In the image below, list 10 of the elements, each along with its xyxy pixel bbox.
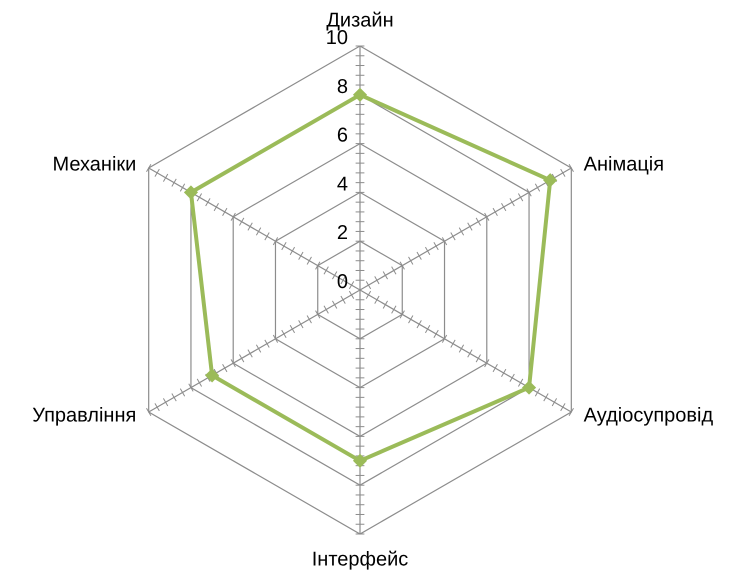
spoke-label: Аудіосупровід bbox=[584, 404, 714, 427]
spoke-label: Механіки bbox=[52, 153, 136, 176]
y-tick-label: 4 bbox=[336, 173, 348, 196]
y-tick-label: 0 bbox=[336, 271, 348, 293]
y-tick-label: 2 bbox=[336, 222, 348, 244]
y-tick-label: 6 bbox=[336, 124, 348, 147]
spoke-label: Інтерфейс bbox=[312, 548, 408, 570]
spoke-label: Управління bbox=[32, 404, 136, 427]
y-tick-label: 8 bbox=[336, 76, 348, 98]
spoke-label: Анімація bbox=[584, 153, 664, 176]
